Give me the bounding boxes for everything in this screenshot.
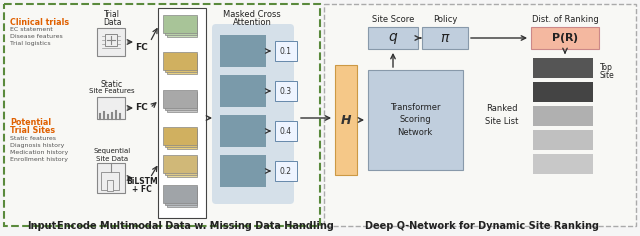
FancyBboxPatch shape bbox=[165, 54, 197, 72]
FancyBboxPatch shape bbox=[165, 17, 197, 35]
FancyBboxPatch shape bbox=[275, 161, 297, 181]
Text: Clinical trials: Clinical trials bbox=[10, 18, 69, 27]
FancyBboxPatch shape bbox=[533, 154, 593, 174]
FancyBboxPatch shape bbox=[167, 131, 197, 149]
FancyBboxPatch shape bbox=[97, 97, 125, 119]
FancyBboxPatch shape bbox=[335, 65, 357, 175]
FancyBboxPatch shape bbox=[158, 8, 206, 218]
Text: Disease features: Disease features bbox=[10, 34, 63, 39]
Text: Site Features: Site Features bbox=[89, 88, 135, 94]
FancyBboxPatch shape bbox=[163, 90, 197, 108]
FancyBboxPatch shape bbox=[368, 27, 418, 49]
FancyBboxPatch shape bbox=[368, 70, 463, 170]
FancyBboxPatch shape bbox=[107, 180, 113, 191]
FancyBboxPatch shape bbox=[275, 41, 297, 61]
Text: Policy: Policy bbox=[433, 15, 457, 24]
Text: $\mathbf{P(R)}$: $\mathbf{P(R)}$ bbox=[551, 31, 579, 45]
FancyBboxPatch shape bbox=[422, 27, 468, 49]
FancyBboxPatch shape bbox=[324, 4, 636, 226]
FancyBboxPatch shape bbox=[97, 163, 125, 193]
Text: Attention: Attention bbox=[232, 18, 271, 27]
Text: Medication history: Medication history bbox=[10, 150, 68, 155]
FancyBboxPatch shape bbox=[167, 159, 197, 177]
Text: Input: Input bbox=[28, 221, 56, 231]
Text: 0.2: 0.2 bbox=[280, 167, 292, 176]
Text: Diagnosis history: Diagnosis history bbox=[10, 143, 65, 148]
FancyBboxPatch shape bbox=[165, 92, 197, 110]
FancyBboxPatch shape bbox=[533, 106, 593, 126]
FancyBboxPatch shape bbox=[163, 185, 197, 203]
Text: Dist. of Ranking: Dist. of Ranking bbox=[532, 15, 598, 24]
FancyBboxPatch shape bbox=[167, 94, 197, 112]
Text: Deep Q-Network for Dynamic Site Ranking: Deep Q-Network for Dynamic Site Ranking bbox=[365, 221, 599, 231]
Text: Potential: Potential bbox=[10, 118, 51, 127]
Text: Masked Cross: Masked Cross bbox=[223, 10, 281, 19]
Text: Ranked
Site List: Ranked Site List bbox=[485, 104, 518, 126]
Text: $\pi$: $\pi$ bbox=[440, 31, 451, 45]
FancyBboxPatch shape bbox=[220, 155, 266, 187]
FancyBboxPatch shape bbox=[167, 56, 197, 74]
Text: Trial: Trial bbox=[104, 10, 120, 19]
FancyBboxPatch shape bbox=[275, 121, 297, 141]
FancyBboxPatch shape bbox=[212, 24, 294, 204]
FancyBboxPatch shape bbox=[167, 19, 197, 37]
FancyBboxPatch shape bbox=[220, 35, 266, 67]
FancyBboxPatch shape bbox=[275, 81, 297, 101]
Text: $\boldsymbol{H}$: $\boldsymbol{H}$ bbox=[340, 114, 352, 126]
Text: FC: FC bbox=[136, 102, 148, 111]
Text: Enrollment history: Enrollment history bbox=[10, 157, 68, 162]
FancyBboxPatch shape bbox=[105, 34, 117, 46]
Text: Static features: Static features bbox=[10, 136, 56, 141]
FancyBboxPatch shape bbox=[163, 15, 197, 33]
Text: Data: Data bbox=[103, 18, 121, 27]
Text: $q$: $q$ bbox=[388, 30, 398, 46]
Text: Encode Multimodal Data w. Missing Data Handling: Encode Multimodal Data w. Missing Data H… bbox=[56, 221, 333, 231]
FancyBboxPatch shape bbox=[165, 187, 197, 205]
Text: Sequential: Sequential bbox=[93, 148, 131, 154]
FancyBboxPatch shape bbox=[533, 82, 593, 102]
Text: 0.3: 0.3 bbox=[280, 87, 292, 96]
Text: Site Data: Site Data bbox=[96, 156, 128, 162]
FancyBboxPatch shape bbox=[4, 4, 320, 226]
FancyBboxPatch shape bbox=[97, 28, 125, 56]
Text: Trial Sites: Trial Sites bbox=[10, 126, 55, 135]
FancyBboxPatch shape bbox=[163, 127, 197, 145]
Text: Transformer
Scoring
Network: Transformer Scoring Network bbox=[390, 103, 440, 137]
Text: Top: Top bbox=[600, 63, 613, 72]
FancyBboxPatch shape bbox=[163, 52, 197, 70]
Text: BiLSTM: BiLSTM bbox=[126, 177, 158, 186]
Text: Site: Site bbox=[600, 72, 615, 80]
FancyBboxPatch shape bbox=[533, 58, 593, 78]
FancyBboxPatch shape bbox=[101, 172, 119, 190]
Text: 0.4: 0.4 bbox=[280, 126, 292, 135]
Text: 0.1: 0.1 bbox=[280, 46, 292, 55]
FancyBboxPatch shape bbox=[167, 189, 197, 207]
FancyBboxPatch shape bbox=[220, 75, 266, 107]
FancyBboxPatch shape bbox=[531, 27, 599, 49]
FancyBboxPatch shape bbox=[165, 129, 197, 147]
Text: FC: FC bbox=[136, 42, 148, 51]
FancyBboxPatch shape bbox=[165, 157, 197, 175]
Text: Trial logistics: Trial logistics bbox=[10, 41, 51, 46]
FancyBboxPatch shape bbox=[163, 155, 197, 173]
Text: Static: Static bbox=[101, 80, 123, 89]
FancyBboxPatch shape bbox=[220, 115, 266, 147]
Text: Site Score: Site Score bbox=[372, 15, 414, 24]
Text: EC statement: EC statement bbox=[10, 27, 52, 32]
FancyBboxPatch shape bbox=[533, 130, 593, 150]
Text: + FC: + FC bbox=[132, 185, 152, 194]
